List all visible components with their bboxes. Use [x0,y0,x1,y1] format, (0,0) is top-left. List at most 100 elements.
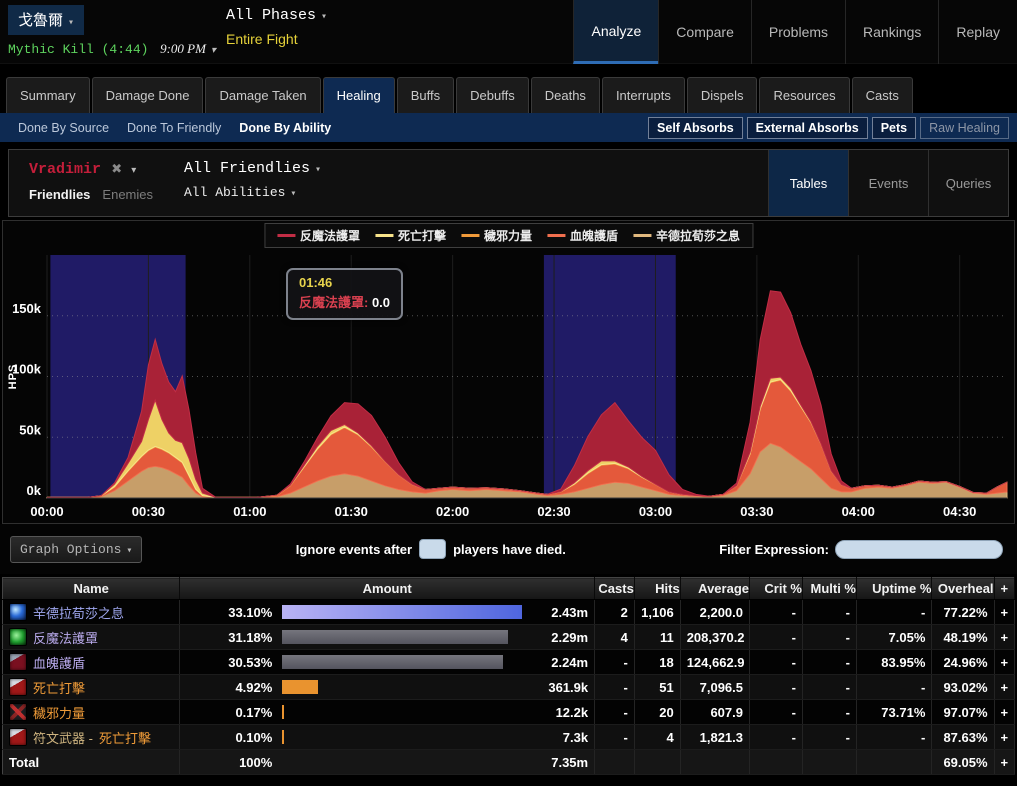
spell-name-link[interactable]: 符文武器 - [33,728,93,747]
tab-interrupts[interactable]: Interrupts [602,77,685,113]
casts-cell: 4 [595,625,635,650]
nav-item-analyze[interactable]: Analyze [573,0,658,64]
tab-resources[interactable]: Resources [759,77,849,113]
subtab-done-by-ability[interactable]: Done By Ability [239,121,331,135]
graph-options-button[interactable]: Graph Options▾ [10,536,142,563]
tab-healing[interactable]: Healing [323,77,395,113]
hits-cell: 18 [634,650,680,675]
average-total [680,750,749,775]
nav-item-compare[interactable]: Compare [658,0,751,64]
amount-value: 2.24m [530,655,588,670]
view-tables[interactable]: Tables [768,150,848,216]
casts-cell: - [595,650,635,675]
col-header-crit[interactable]: Crit % [750,578,803,600]
x-axis-tick: 03:30 [740,504,773,519]
view-events[interactable]: Events [848,150,928,216]
tab-buffs[interactable]: Buffs [397,77,454,113]
tab-deaths[interactable]: Deaths [531,77,600,113]
subtab-bar: Done By Source Done To Friendly Done By Ab… [0,113,1017,142]
crit-cell: - [750,625,803,650]
expand-row-button[interactable]: + [994,700,1014,725]
toggle-raw-healing[interactable]: Raw Healing [920,117,1009,139]
table-row: 死亡打擊4.92%361.9k-517,096.5---93.02%+ [3,675,1015,700]
amount-value: 2.43m [530,605,588,620]
group-friendlies[interactable]: Friendlies [29,187,90,202]
target-dropdown[interactable]: All Friendlies▾ [184,160,321,177]
expand-row-button[interactable]: + [994,650,1014,675]
nav-item-replay[interactable]: Replay [938,0,1017,64]
amount-td: 31.18%2.29m [180,625,595,650]
tab-summary[interactable]: Summary [6,77,90,113]
tab-damage-done[interactable]: Damage Done [92,77,204,113]
amount-percent: 0.10% [186,730,272,745]
spell-icon [9,628,27,646]
col-header-average[interactable]: Average [680,578,749,600]
nav-item-rankings[interactable]: Rankings [845,0,938,64]
legend-item[interactable]: 反魔法護罩 [277,227,360,244]
group-switch: Friendlies Enemies [29,187,184,202]
toggle-self-absorbs[interactable]: Self Absorbs [648,117,743,139]
phase-selector[interactable]: All Phases▾ [226,7,573,24]
spell-name-link[interactable]: 穢邪力量 [33,703,85,722]
col-header-hits[interactable]: Hits [634,578,680,600]
col-header-expand[interactable]: + [994,578,1014,600]
spell-name-link[interactable]: 辛德拉荀莎之息 [33,603,124,622]
name-cell-td: 反魔法護罩 [3,625,180,650]
chevron-down-icon[interactable]: ▾ [131,165,136,176]
col-header-amount[interactable]: Amount [180,578,595,600]
view-queries[interactable]: Queries [928,150,1008,216]
nav-item-problems[interactable]: Problems [751,0,845,64]
col-header-name[interactable]: Name [3,578,180,600]
chevron-down-icon: ▾ [290,189,296,200]
tab-debuffs[interactable]: Debuffs [456,77,529,113]
spell-name-link[interactable]: 血魄護盾 [33,653,85,672]
toggle-pets[interactable]: Pets [872,117,916,139]
expand-row-button[interactable]: + [994,750,1014,775]
amount-percent: 31.18% [186,630,272,645]
legend-item[interactable]: 穢邪力量 [461,227,532,244]
tab-dispels[interactable]: Dispels [687,77,758,113]
casts-cell: - [595,675,635,700]
expand-row-button[interactable]: + [994,725,1014,750]
spell-name-link[interactable]: 反魔法護罩 [33,628,98,647]
amount-percent: 30.53% [186,655,272,670]
subtab-done-to-friendly[interactable]: Done To Friendly [127,121,221,135]
expand-row-button[interactable]: + [994,600,1014,625]
legend-item[interactable]: 辛德拉荀莎之息 [633,227,740,244]
hps-area-chart[interactable]: 0k50k100k150k00:0000:3001:0001:3002:0002… [3,247,1016,523]
toggle-external-absorbs[interactable]: External Absorbs [747,117,868,139]
legend-item[interactable]: 血魄護盾 [547,227,618,244]
tab-casts[interactable]: Casts [852,77,913,113]
chevron-down-icon: ▾ [315,165,321,176]
x-axis-tick: 01:30 [335,504,368,519]
boss-selector[interactable]: 戈魯爾▾ [8,5,84,35]
expand-row-button[interactable]: + [994,625,1014,650]
amount-percent: 0.17% [186,705,272,720]
col-header-uptime[interactable]: Uptime % [856,578,931,600]
time-selector[interactable]: 9:00 PM▾ [160,41,216,56]
crit-cell: - [750,650,803,675]
col-header-overheal[interactable]: Overheal [932,578,994,600]
amount-td: 0.10%7.3k [180,725,595,750]
col-header-multi[interactable]: Multi % [802,578,856,600]
filter-expression-input[interactable] [835,540,1003,559]
legend-swatch [547,234,565,237]
spell-name-link[interactable]: 死亡打擊 [99,728,151,747]
remove-filter-icon[interactable]: ✖ [111,161,122,176]
ability-dropdown[interactable]: All Abilities▾ [184,185,321,200]
amount-td: 100%7.35m [180,750,595,775]
chevron-down-icon: ▾ [321,12,327,23]
group-enemies[interactable]: Enemies [102,187,153,202]
legend-item[interactable]: 死亡打擊 [375,227,446,244]
source-filter-name[interactable]: Vradimir [29,161,101,178]
deaths-count-input[interactable] [419,539,446,559]
overheal-cell: 97.07% [932,700,994,725]
table-total-row: Total100%7.35m69.05%+ [3,750,1015,775]
subtab-done-by-source[interactable]: Done By Source [18,121,109,135]
col-header-casts[interactable]: Casts [595,578,635,600]
spell-name-link[interactable]: 死亡打擊 [33,678,85,697]
amount-bar-track [282,655,522,669]
tab-damage-taken[interactable]: Damage Taken [205,77,320,113]
amount-bar [282,605,522,619]
expand-row-button[interactable]: + [994,675,1014,700]
